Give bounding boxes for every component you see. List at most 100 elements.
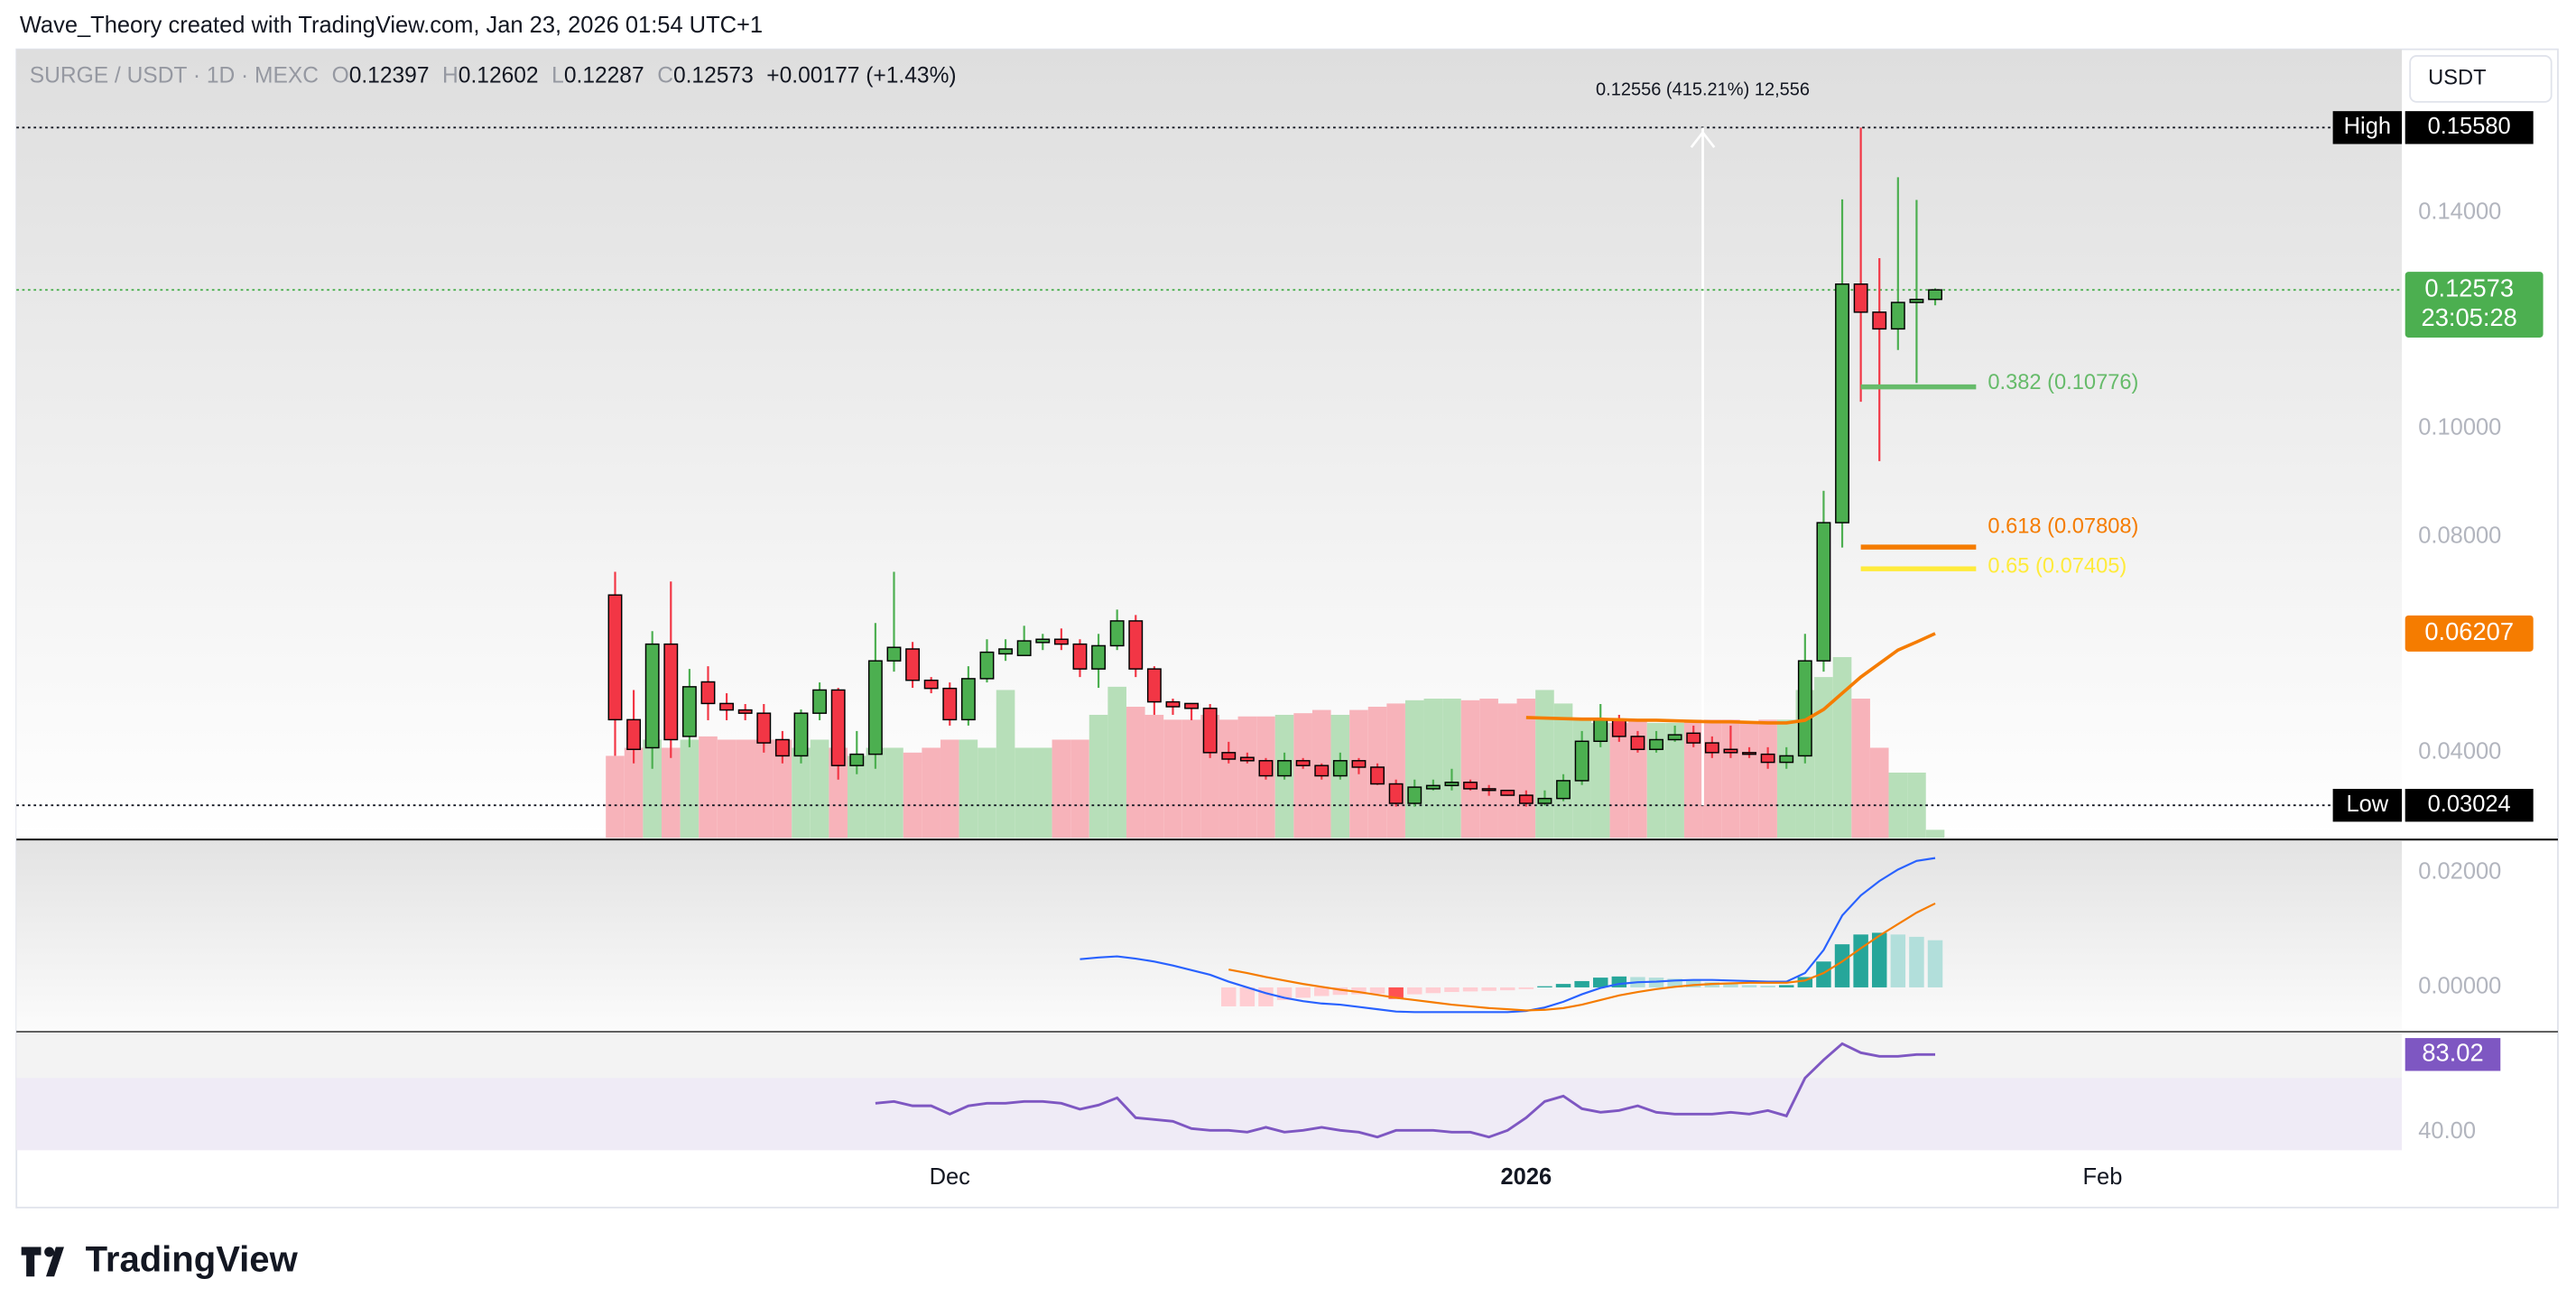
macd-histogram	[1221, 987, 1237, 1006]
macd-histogram	[1258, 987, 1274, 1006]
volume-area	[1089, 714, 1108, 839]
volume-area	[978, 747, 996, 839]
candle-body	[1518, 794, 1534, 804]
candle-body	[1035, 638, 1051, 644]
volume-area	[1646, 722, 1666, 839]
volume-area	[792, 747, 811, 839]
candle-body	[1239, 756, 1255, 762]
volume-area	[1219, 719, 1238, 839]
candle-body	[867, 660, 883, 755]
macd-histogram	[1778, 985, 1794, 987]
candle-body	[1128, 620, 1144, 670]
candle-body	[1872, 311, 1887, 330]
low-name-box	[2332, 788, 2403, 822]
macd-histogram	[1667, 978, 1682, 987]
volume-area	[1237, 716, 1257, 839]
candle-body	[960, 678, 976, 721]
change: +0.00177 (+1.43%)	[766, 64, 956, 88]
candle-body	[793, 712, 809, 757]
candle-body	[1277, 760, 1292, 777]
candle-body	[644, 643, 660, 749]
macd-histogram	[1555, 984, 1571, 987]
candle-body	[812, 689, 828, 714]
volume-area	[922, 747, 941, 839]
macd-histogram	[1741, 985, 1757, 987]
low-label: 0.03024	[2428, 792, 2511, 817]
fib-label: 0.65 (0.07405)	[1988, 555, 2127, 579]
currency[interactable]: USDT	[2428, 67, 2486, 90]
candle-body	[1779, 755, 1794, 764]
fib-label: 0.618 (0.07808)	[1988, 515, 2138, 539]
macd-histogram	[1871, 932, 1887, 987]
volume-area	[1516, 699, 1536, 839]
candle-body	[607, 594, 623, 721]
high-name: High	[2344, 114, 2391, 139]
volume-area	[1015, 747, 1033, 839]
volume-area	[1814, 677, 1833, 839]
volume-area	[847, 755, 866, 839]
volume-area	[1107, 686, 1126, 839]
currency-button[interactable]	[2409, 55, 2553, 103]
macd-histogram	[1834, 944, 1850, 987]
volume-area	[829, 747, 848, 839]
candle-body	[1332, 760, 1348, 777]
candle-body	[1704, 742, 1719, 754]
candle-body	[1295, 760, 1311, 766]
volume-area	[1181, 719, 1201, 839]
macd-histogram	[1444, 987, 1459, 993]
macd-histogram	[1909, 936, 1924, 987]
volume-area	[903, 752, 922, 839]
candle-body	[719, 702, 735, 711]
volume-area	[624, 747, 644, 839]
candle-body	[1053, 638, 1069, 645]
candle-body	[1537, 797, 1552, 804]
candle-body	[1351, 760, 1367, 768]
macd-histogram	[1425, 987, 1441, 994]
volume-area	[1479, 699, 1498, 839]
candle-body	[1444, 781, 1459, 787]
candle-body	[663, 643, 679, 741]
macd-histogram	[1816, 961, 1831, 987]
macd-histogram	[1853, 934, 1868, 987]
candle-body	[1593, 718, 1608, 742]
candle-body	[1370, 766, 1385, 785]
volume-area	[1832, 656, 1852, 839]
volume-area	[1497, 703, 1517, 839]
fib-label: 0.382 (0.10776)	[1988, 371, 2138, 394]
ma-label: 0.06207	[2424, 617, 2514, 645]
macd-histogram	[1890, 934, 1906, 987]
macd-histogram	[1760, 986, 1775, 987]
volume-area	[866, 747, 885, 839]
candle-body	[1853, 283, 1868, 313]
volume-area	[1144, 714, 1164, 839]
ma-label-box	[2405, 615, 2534, 652]
countdown: 23:05:28	[2422, 303, 2517, 331]
volume-area	[1404, 700, 1424, 839]
signal-line	[1228, 902, 1936, 1012]
volume-area	[717, 739, 737, 839]
candle-body	[1500, 789, 1515, 796]
candle-body	[1109, 620, 1125, 647]
candle-body	[905, 648, 921, 681]
volume-area	[1683, 719, 1703, 839]
candle-body	[1202, 708, 1218, 754]
legend: SURGE / USDT · 1D · MEXC O0.12397 H0.12602…	[30, 64, 957, 88]
rsi-band	[16, 1078, 2403, 1151]
volume-area	[1052, 739, 1071, 839]
candle-body	[1556, 780, 1571, 800]
candle-body	[998, 648, 1014, 655]
high-label-box	[2405, 111, 2534, 144]
macd-histogram	[1593, 978, 1608, 987]
macd-histogram	[1388, 987, 1404, 999]
candle-body	[1184, 702, 1200, 709]
volume-area	[1776, 719, 1796, 839]
candle-body	[626, 718, 642, 750]
volume-area	[1590, 722, 1610, 839]
price-label: 0.12573	[2424, 273, 2514, 301]
x-tick-label: Feb	[2082, 1164, 2122, 1190]
arrow-head	[1690, 130, 1716, 149]
volume-area	[1535, 690, 1554, 839]
macd-histogram	[1574, 980, 1589, 987]
measure-label: 0.12556 (415.21%) 12,556	[1596, 79, 1810, 99]
